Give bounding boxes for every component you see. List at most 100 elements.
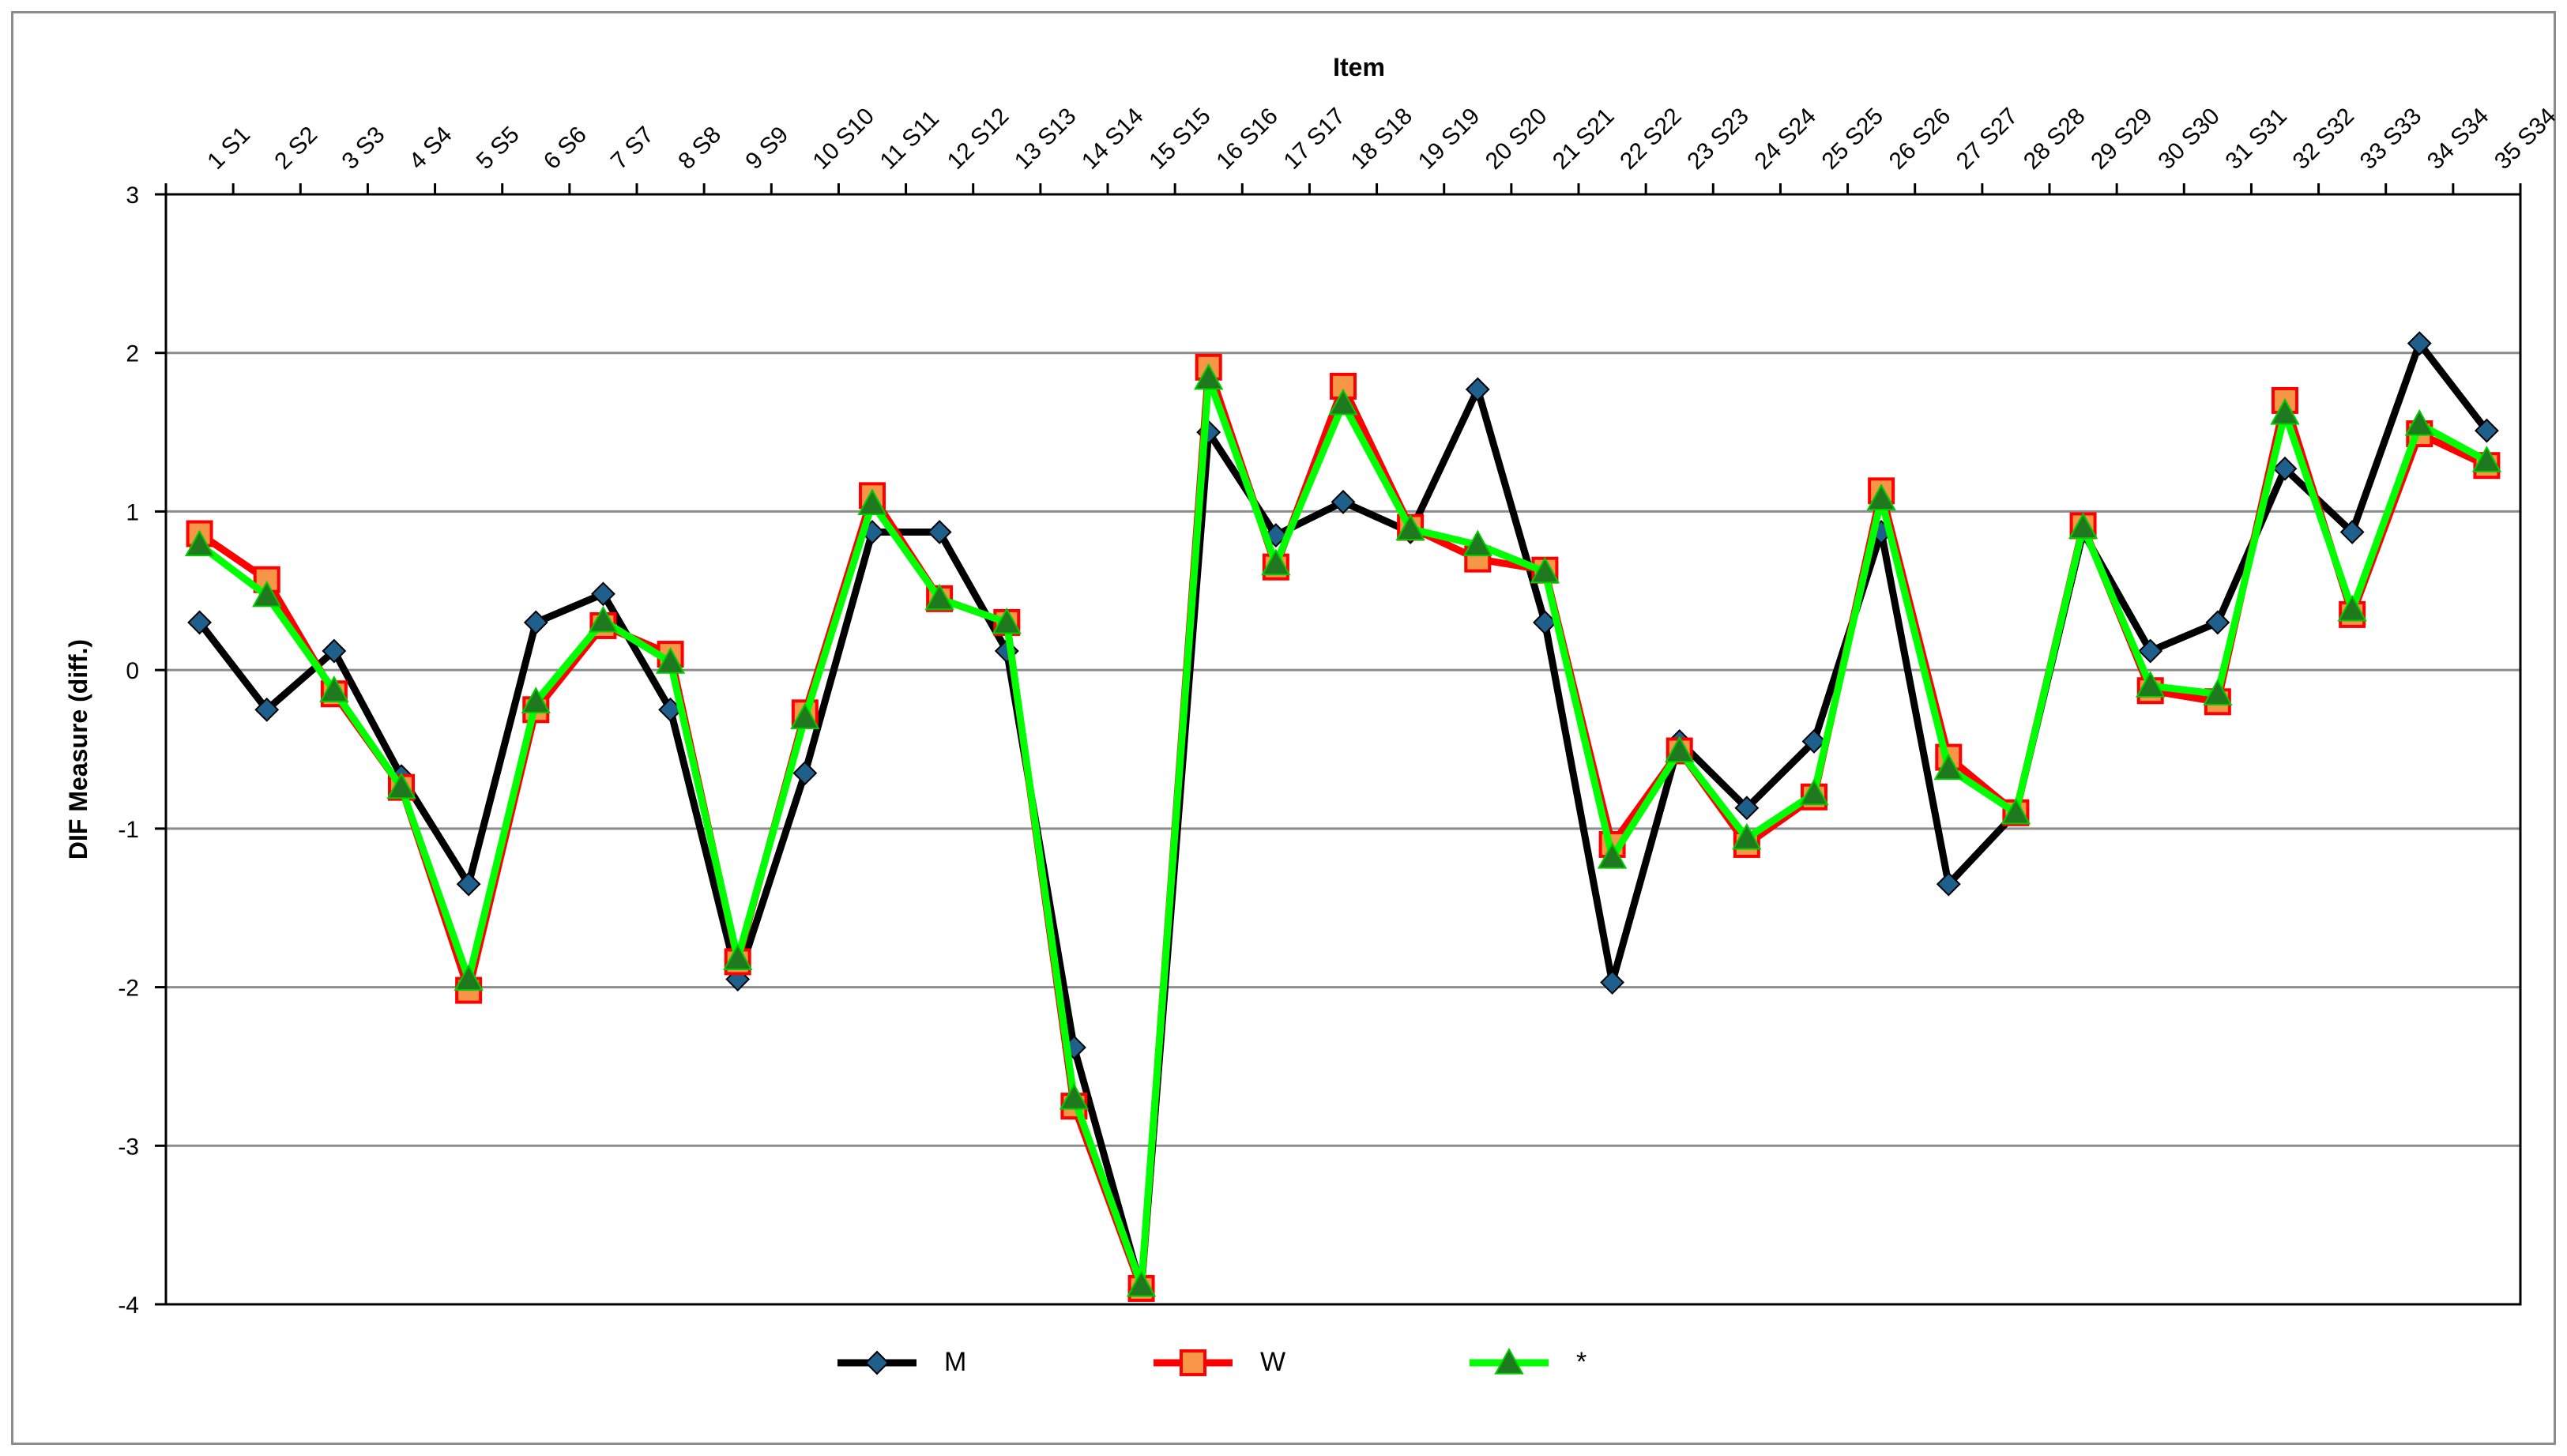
data-point: [523, 610, 548, 635]
x-tick-label: 24 S24: [1749, 103, 1821, 175]
data-point: [1801, 729, 1827, 754]
x-tick-label: 19 S19: [1413, 103, 1485, 175]
x-axis: Item 1 S1 2 S2 3 S3 4 S4 5 S5 6 S6 7 S7 8 S8 9 S…: [164, 53, 2561, 194]
x-tick-label: 14 S14: [1077, 103, 1149, 175]
x-tick-label: 17 S17: [1278, 103, 1350, 175]
data-point: [322, 638, 347, 664]
y-tick-label: 3: [126, 182, 139, 209]
data-point: [790, 702, 820, 729]
x-tick-label: 16 S16: [1211, 103, 1283, 175]
x-tick-label: 22 S22: [1615, 103, 1687, 175]
legend-label: M: [944, 1347, 966, 1377]
x-tick-label: 32 S32: [2288, 103, 2360, 175]
data-point: [454, 964, 484, 991]
data-point: [2203, 679, 2233, 705]
data-point: [1533, 610, 1557, 635]
data-point: [521, 687, 551, 713]
y-tick-label: -1: [118, 817, 139, 843]
x-tick-label: 30 S30: [2153, 103, 2225, 175]
data-point: [2270, 397, 2300, 425]
data-point: [1665, 736, 1695, 763]
data-point: [723, 943, 753, 971]
data-point: [1933, 753, 1963, 781]
data-point: [1799, 778, 1829, 806]
data-point: [252, 580, 282, 608]
gridlines: [166, 193, 2520, 1306]
x-tick-label: 3 S3: [337, 122, 390, 175]
series-line: [196, 374, 2490, 1289]
legend-item-2: W: [1154, 1347, 1285, 1377]
data-point: [319, 675, 349, 702]
x-tick-label: 26 S26: [1884, 103, 1956, 175]
x-tick-label: 1 S1: [202, 122, 255, 175]
data-point: [1462, 529, 1492, 557]
data-point: [2205, 610, 2230, 635]
x-tick-label: 20 S20: [1481, 103, 1553, 175]
data-point: [456, 871, 481, 897]
series-layer: [184, 331, 2502, 1302]
legend-marker: [864, 1350, 890, 1375]
data-point: [1194, 363, 1224, 390]
x-tick-label: 28 S28: [2019, 103, 2091, 175]
x-axis-title: Item: [1333, 53, 1385, 81]
x-tick-label: 9 S9: [740, 122, 793, 175]
chart-frame: [11, 11, 2556, 1445]
x-tick-label: 5 S5: [472, 122, 525, 175]
data-point: [1059, 1083, 1090, 1110]
x-tick-label: 18 S18: [1346, 103, 1418, 175]
data-point: [2136, 671, 2166, 698]
legend-label: *: [1576, 1347, 1586, 1377]
x-tick-label: 25 S25: [1817, 103, 1889, 175]
data-point: [184, 529, 215, 557]
data-point: [591, 581, 615, 607]
data-point: [2407, 331, 2432, 356]
y-axis-title: DIF Measure (diff.): [64, 639, 92, 860]
data-point: [2471, 446, 2502, 472]
data-point: [1261, 548, 1291, 576]
data-point: [2138, 638, 2163, 664]
x-tick-label: 8 S8: [673, 122, 726, 175]
y-tick-label: -3: [118, 1134, 139, 1160]
data-point: [1465, 377, 1490, 402]
legend-marker: [1180, 1349, 1206, 1376]
legend: M W *: [837, 1347, 1586, 1377]
data-point: [588, 605, 619, 633]
x-tick-label: 7 S7: [606, 122, 659, 175]
x-tick-label: 21 S21: [1548, 103, 1620, 175]
y-tick-label: -4: [118, 1292, 139, 1319]
data-point: [2404, 408, 2434, 436]
data-point: [2339, 520, 2365, 544]
data-point: [924, 583, 954, 611]
data-point: [1331, 489, 1356, 514]
x-tick-label: 2 S2: [269, 122, 322, 175]
data-point: [1597, 841, 1628, 869]
y-tick-label: -2: [118, 976, 139, 1002]
data-point: [857, 488, 887, 515]
data-point: [2337, 594, 2367, 622]
x-tick-label: 13 S13: [1010, 103, 1082, 175]
data-point: [1732, 822, 1762, 850]
legend-item-1: M: [837, 1347, 966, 1377]
x-tick-label: 31 S31: [2220, 103, 2292, 175]
data-point: [992, 607, 1022, 634]
plot-area: [164, 193, 2522, 1306]
legend-item-3: *: [1470, 1347, 1586, 1377]
x-tick-label: 29 S29: [2086, 103, 2158, 175]
data-point: [1126, 1270, 1157, 1297]
data-point: [187, 610, 212, 635]
plot-border: [164, 193, 2522, 1306]
x-tick-label: 10 S10: [807, 103, 879, 175]
data-point: [927, 520, 952, 544]
y-tick-label: 0: [126, 658, 139, 684]
data-point: [1734, 796, 1760, 821]
legend-marker: [1494, 1347, 1524, 1375]
data-point: [2001, 797, 2031, 825]
x-tick-label: 23 S23: [1682, 103, 1754, 175]
data-point: [1600, 970, 1624, 995]
legend-label: W: [1260, 1347, 1285, 1377]
data-point: [254, 697, 280, 722]
x-tick-label: 12 S12: [943, 103, 1014, 175]
data-point: [792, 761, 818, 786]
data-point: [2068, 512, 2098, 540]
